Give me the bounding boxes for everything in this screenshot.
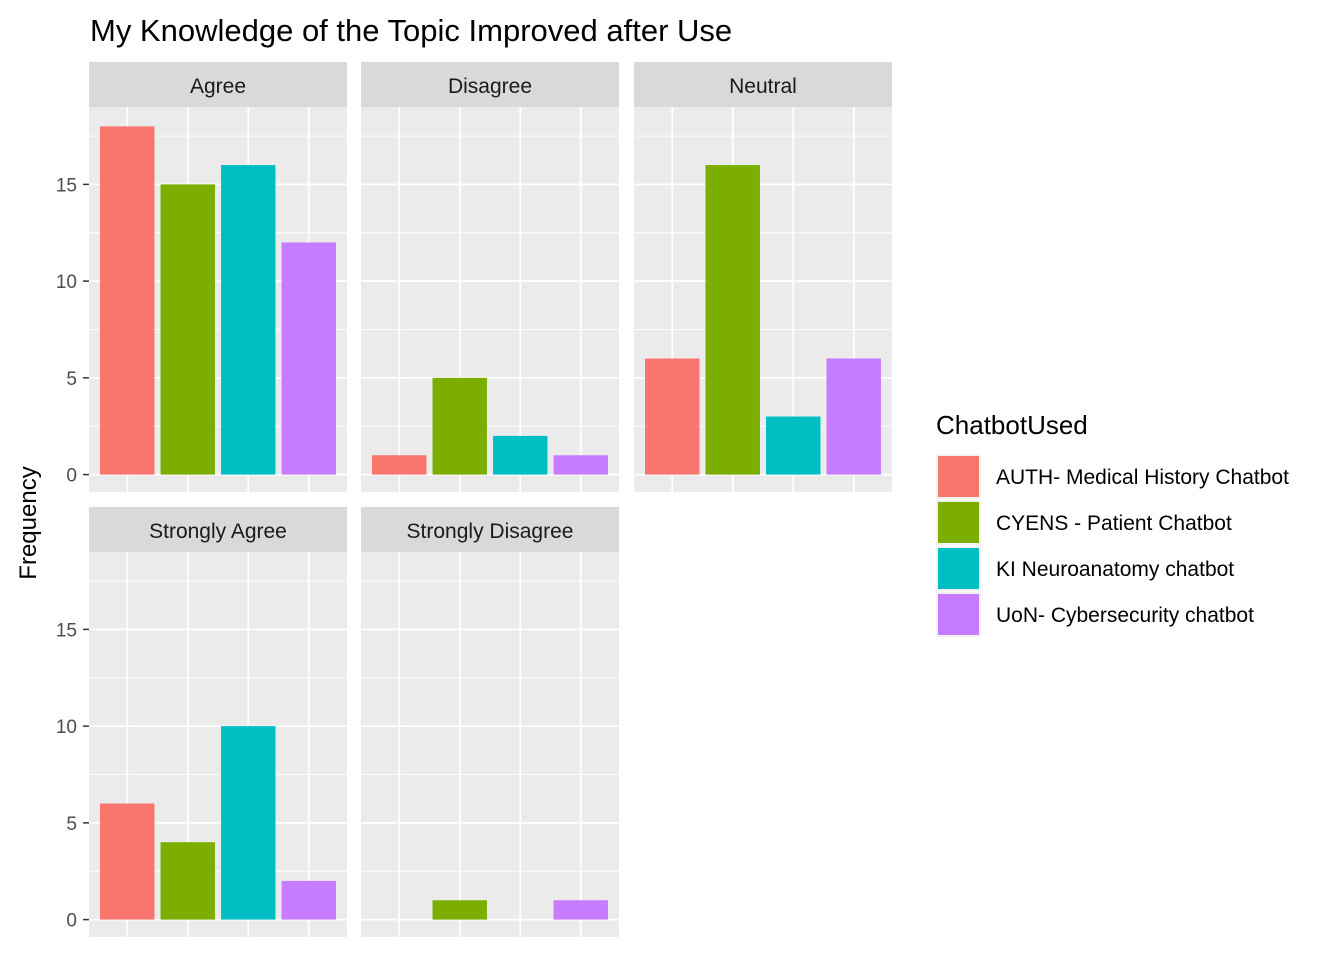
- y-tick-label: 5: [66, 369, 77, 390]
- facet-strip-label: Strongly Disagree: [407, 520, 574, 543]
- facet-panels: Agree 0 5 10 15 Disagree Neutral Strongly Agree…: [56, 62, 892, 937]
- bar: [100, 803, 155, 920]
- panel-background: [361, 552, 619, 937]
- y-tick-label: 5: [66, 814, 77, 835]
- facet-strip: [89, 62, 347, 107]
- bar: [705, 165, 760, 475]
- bar: [432, 377, 487, 475]
- facet-panel: Strongly Agree 0 5 10 15: [56, 507, 347, 937]
- facet-panel: Agree 0 5 10 15: [56, 62, 347, 492]
- legend-title: ChatbotUsed: [936, 410, 1088, 440]
- facet-strip: [361, 507, 619, 552]
- bar: [281, 242, 336, 475]
- facet-panel: Strongly Disagree: [361, 507, 619, 937]
- y-axis-label: Frequency: [15, 466, 42, 579]
- legend-label: CYENS - Patient Chatbot: [996, 512, 1232, 535]
- bar: [553, 900, 608, 920]
- y-tick-label: 10: [56, 717, 77, 738]
- bar: [372, 455, 427, 475]
- y-tick-label: 0: [66, 466, 77, 487]
- facet-strip: [361, 62, 619, 107]
- legend-swatch: [938, 548, 979, 589]
- facet-strip-label: Disagree: [448, 75, 532, 98]
- y-tick-label: 0: [66, 911, 77, 932]
- bar: [553, 455, 608, 475]
- bar: [221, 726, 276, 920]
- legend: ChatbotUsed AUTH- Medical History Chatbo…: [936, 410, 1289, 637]
- facet-strip-label: Neutral: [729, 75, 797, 98]
- panel-background: [361, 107, 619, 492]
- legend-swatch: [938, 594, 979, 635]
- bar: [221, 165, 276, 475]
- facet-strip: [89, 507, 347, 552]
- facet-strip-label: Agree: [190, 75, 246, 98]
- y-tick-label: 15: [56, 175, 77, 196]
- bar: [826, 358, 881, 475]
- bar: [100, 126, 155, 475]
- facet-panel: Neutral: [634, 62, 892, 492]
- legend-label: AUTH- Medical History Chatbot: [996, 466, 1289, 489]
- bar: [160, 184, 215, 475]
- y-tick-label: 15: [56, 620, 77, 641]
- facet-strip: [634, 62, 892, 107]
- legend-label: UoN- Cybersecurity chatbot: [996, 604, 1254, 627]
- bar: [766, 416, 821, 475]
- facet-panel: Disagree: [361, 62, 619, 492]
- legend-swatch: [938, 502, 979, 543]
- facet-strip-label: Strongly Agree: [149, 520, 287, 543]
- legend-label: KI Neuroanatomy chatbot: [996, 558, 1234, 581]
- bar: [493, 435, 548, 475]
- y-tick-label: 10: [56, 272, 77, 293]
- chart-title: My Knowledge of the Topic Improved after…: [90, 13, 732, 48]
- bar: [160, 842, 215, 920]
- legend-swatch: [938, 456, 979, 497]
- bar: [432, 900, 487, 920]
- bar: [645, 358, 700, 475]
- bar: [281, 880, 336, 920]
